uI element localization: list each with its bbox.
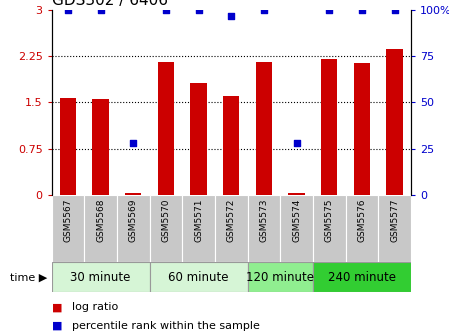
- Text: GSM5569: GSM5569: [129, 198, 138, 242]
- Bar: [158, 62, 174, 195]
- Point: [163, 7, 170, 13]
- Bar: [52, 195, 84, 262]
- Text: log ratio: log ratio: [72, 302, 118, 312]
- Point: [195, 7, 202, 13]
- Text: 30 minute: 30 minute: [70, 271, 131, 284]
- Text: GSM5570: GSM5570: [162, 198, 171, 242]
- Bar: [182, 195, 215, 262]
- Bar: [378, 195, 411, 262]
- Text: GSM5576: GSM5576: [357, 198, 366, 242]
- Bar: [313, 195, 346, 262]
- Text: 120 minute: 120 minute: [246, 271, 314, 284]
- Bar: [92, 99, 109, 195]
- Bar: [60, 98, 76, 195]
- Text: 60 minute: 60 minute: [168, 271, 229, 284]
- Text: percentile rank within the sample: percentile rank within the sample: [72, 321, 260, 331]
- Point: [228, 13, 235, 18]
- Bar: [52, 262, 150, 292]
- Point: [260, 7, 268, 13]
- Text: GDS302 / 6406: GDS302 / 6406: [52, 0, 167, 7]
- Point: [64, 7, 71, 13]
- Text: GSM5574: GSM5574: [292, 198, 301, 242]
- Text: GSM5572: GSM5572: [227, 198, 236, 242]
- Text: GSM5577: GSM5577: [390, 198, 399, 242]
- Point: [326, 7, 333, 13]
- Bar: [125, 193, 141, 195]
- Bar: [256, 62, 272, 195]
- Point: [293, 140, 300, 146]
- Bar: [223, 96, 239, 195]
- Bar: [190, 83, 207, 195]
- Bar: [247, 195, 280, 262]
- Bar: [354, 63, 370, 195]
- Point: [358, 7, 365, 13]
- Text: GSM5567: GSM5567: [63, 198, 72, 242]
- Bar: [386, 49, 403, 195]
- Bar: [280, 195, 313, 262]
- Point: [97, 7, 104, 13]
- Bar: [150, 262, 247, 292]
- Text: ■: ■: [52, 321, 62, 331]
- Bar: [215, 195, 247, 262]
- Text: GSM5575: GSM5575: [325, 198, 334, 242]
- Point: [391, 7, 398, 13]
- Bar: [346, 195, 378, 262]
- Text: GSM5571: GSM5571: [194, 198, 203, 242]
- Text: ■: ■: [52, 302, 62, 312]
- Bar: [321, 59, 337, 195]
- Text: 240 minute: 240 minute: [328, 271, 396, 284]
- Bar: [117, 195, 150, 262]
- Bar: [84, 195, 117, 262]
- Text: time ▶: time ▶: [10, 272, 47, 282]
- Bar: [150, 195, 182, 262]
- Bar: [247, 262, 313, 292]
- Text: GSM5573: GSM5573: [260, 198, 269, 242]
- Point: [130, 140, 137, 146]
- Text: GSM5568: GSM5568: [96, 198, 105, 242]
- Bar: [313, 262, 411, 292]
- Bar: [288, 193, 305, 195]
